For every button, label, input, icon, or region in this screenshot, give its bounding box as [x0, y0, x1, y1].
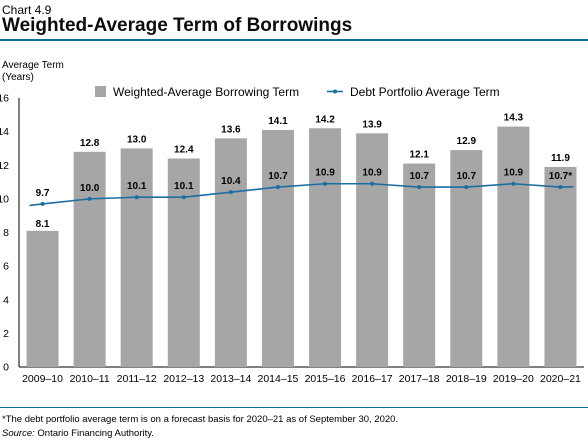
line-point [323, 181, 328, 186]
bar [309, 128, 342, 367]
bar [356, 133, 389, 367]
line-point [228, 190, 233, 195]
bar [120, 148, 153, 367]
x-tick-label: 2010–11 [70, 373, 110, 385]
source-label: Source: [2, 428, 35, 439]
bar [73, 151, 106, 367]
x-tick-label: 2016–17 [352, 373, 393, 385]
line-value-label: 10.0 [80, 183, 100, 194]
line-value-label: 10.7 [457, 171, 477, 182]
chart-header: Chart 4.9 Weighted-Average Term of Borro… [0, 0, 588, 42]
x-tick-label: 2019–20 [493, 373, 534, 385]
bottom-rule [0, 407, 588, 408]
x-tick-label: 2012–13 [163, 373, 204, 385]
source-note: Source: Ontario Financing Authority. [2, 428, 154, 439]
line-point [181, 195, 186, 200]
top-rule [0, 39, 588, 41]
bar [403, 163, 436, 367]
y-tick-label: 6 [3, 261, 9, 273]
line-point [134, 195, 139, 200]
line-value-label: 10.7* [549, 171, 572, 182]
y-tick-label: 14 [0, 126, 9, 138]
x-tick-label: 2014–15 [258, 373, 299, 385]
x-tick-label: 2009–10 [22, 373, 63, 385]
line-point [40, 201, 45, 206]
bar-value-label: 12.9 [457, 136, 477, 147]
y-tick-label: 4 [3, 294, 9, 306]
x-tick-label: 2015–16 [305, 373, 346, 385]
y-tick-label: 16 [0, 93, 9, 105]
line-point [464, 185, 469, 190]
y-tick-label: 8 [3, 227, 9, 239]
x-tick-label: 2020–21 [540, 373, 581, 385]
line-value-label: 10.1 [174, 181, 194, 192]
bar [450, 150, 483, 367]
bar [261, 129, 294, 367]
line-point [275, 185, 280, 190]
y-tick-label: 12 [0, 160, 9, 172]
line-value-label: 10.9 [504, 168, 524, 179]
line-value-label: 10.7 [409, 171, 429, 182]
legend-line-marker [333, 89, 337, 94]
x-tick-label: 2018–19 [446, 373, 487, 385]
line-value-label: 10.9 [315, 168, 335, 179]
line-value-label: 10.9 [362, 168, 382, 179]
line-value-label: 10.1 [127, 181, 147, 192]
line-value-label: 10.7 [268, 171, 288, 182]
line-point [417, 185, 422, 190]
bar-value-label: 12.1 [409, 150, 429, 161]
bar [544, 166, 577, 367]
bar-value-label: 12.8 [80, 138, 100, 149]
bar-value-label: 13.0 [127, 134, 147, 145]
bar-value-label: 12.4 [174, 145, 194, 156]
y-tick-label: 0 [3, 362, 9, 374]
footnote: *The debt portfolio average term is on a… [2, 414, 399, 425]
x-tick-label: 2013–14 [210, 373, 251, 385]
bar-value-label: 14.3 [504, 113, 524, 124]
legend-bar-swatch [95, 86, 106, 97]
bar-value-label: 13.6 [221, 124, 241, 135]
source-name: Ontario Financing Authority. [37, 428, 154, 439]
y-axis-label: Average Term [2, 60, 64, 71]
x-tick-label: 2017–18 [399, 373, 440, 385]
line-value-label: 9.7 [36, 188, 50, 199]
line-point [558, 185, 563, 190]
line-series-path [29, 182, 574, 207]
line-point [87, 196, 92, 201]
y-tick-label: 10 [0, 193, 9, 205]
bar-value-label: 11.9 [551, 153, 570, 164]
chart-title: Weighted-Average Term of Borrowings [2, 15, 353, 36]
bar-value-label: 13.9 [362, 119, 382, 130]
line-point [511, 181, 516, 186]
chart-number: Chart 4.9 [2, 3, 52, 17]
line-value-label: 10.4 [221, 176, 241, 187]
bar-value-label: 8.1 [36, 219, 50, 230]
bar [167, 158, 200, 367]
legend-line-label: Debt Portfolio Average Term [350, 85, 500, 99]
bar [214, 138, 247, 367]
bar [26, 230, 59, 367]
line-point [370, 181, 375, 186]
legend-bar-label: Weighted-Average Borrowing Term [113, 85, 299, 99]
bar-value-label: 14.2 [315, 114, 335, 125]
bar-value-label: 14.1 [268, 116, 288, 127]
x-tick-label: 2011–12 [117, 373, 157, 385]
y-tick-label: 2 [3, 328, 9, 340]
bar [497, 126, 530, 367]
y-axis-label: (Years) [2, 72, 34, 83]
